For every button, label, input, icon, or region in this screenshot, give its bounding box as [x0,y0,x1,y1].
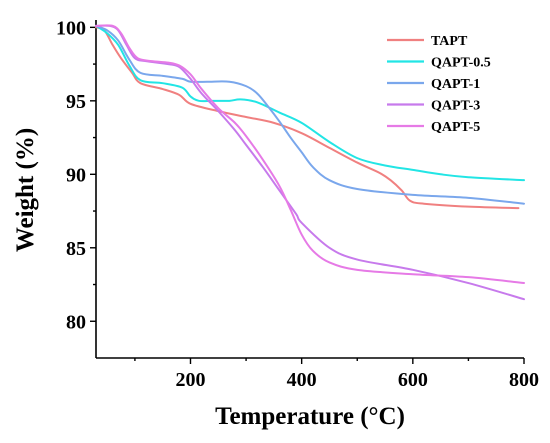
y-tick-label: 95 [66,91,86,113]
legend-label-qapt-0-5: QAPT-0.5 [431,56,491,71]
y-tick-label: 85 [66,238,86,260]
legend-label-tapt: TAPT [431,34,468,49]
x-tick-label: 200 [175,369,205,391]
y-tick-label: 100 [56,17,86,39]
y-tick-label: 80 [66,311,86,333]
series-line-qapt-3 [95,24,525,301]
series-line-tapt [95,26,520,210]
x-tick-label: 600 [398,369,428,391]
x-tick-label: 800 [509,369,539,391]
legend-label-qapt-3: QAPT-3 [431,99,480,114]
x-tick-label: 400 [287,369,317,391]
legend: TAPT QAPT-0.5 QAPT-1 QAPT-3 QAPT-5 [387,34,491,135]
legend-label-qapt-5: QAPT-5 [431,120,480,135]
y-axis-title: Weight (%) [12,128,39,252]
series-layer [95,24,525,301]
series-line-qapt-1 [95,24,525,205]
series-line-qapt-5 [95,24,525,285]
series-line-qapt-0-5 [95,24,525,182]
y-tick-label: 90 [66,164,86,186]
axes: 200 400 600 800 80 85 90 95 100 [56,17,539,391]
x-axis-title: Temperature (°C) [215,403,405,430]
legend-label-qapt-1: QAPT-1 [431,77,480,92]
